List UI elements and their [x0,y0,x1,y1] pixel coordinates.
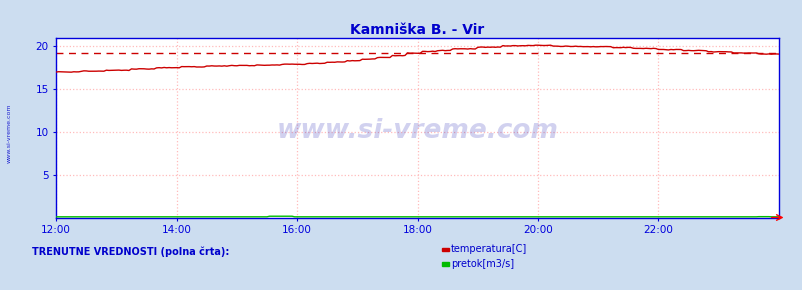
Text: www.si-vreme.com: www.si-vreme.com [276,118,558,144]
Title: Kamniška B. - Vir: Kamniška B. - Vir [350,23,484,37]
Text: pretok[m3/s]: pretok[m3/s] [451,259,513,269]
Text: TRENUTNE VREDNOSTI (polna črta):: TRENUTNE VREDNOSTI (polna črta): [32,246,229,257]
Text: www.si-vreme.com: www.si-vreme.com [7,104,12,163]
Text: temperatura[C]: temperatura[C] [451,244,527,254]
